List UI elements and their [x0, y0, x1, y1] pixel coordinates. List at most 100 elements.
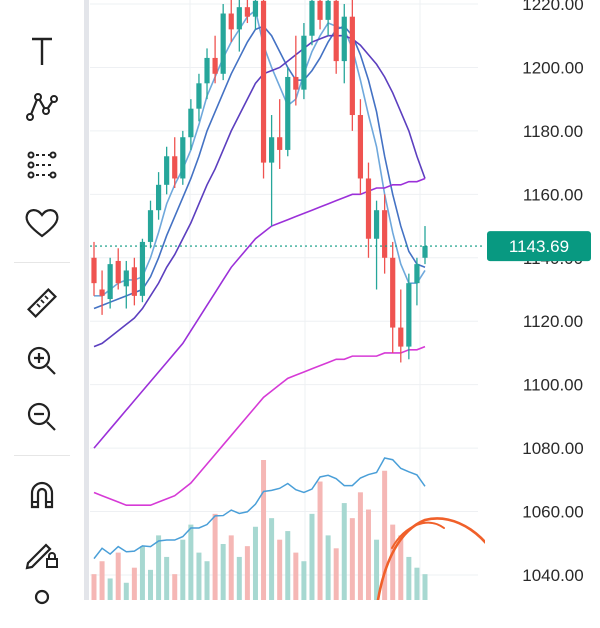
- zoom-out-icon[interactable]: [12, 392, 72, 442]
- candle-body: [91, 257, 97, 284]
- volume-bar: [309, 513, 315, 600]
- candle-body: [155, 184, 162, 211]
- volume-bar: [148, 569, 154, 600]
- candle-body: [115, 260, 121, 284]
- ruler-icon[interactable]: [12, 278, 72, 328]
- candlestick-chart[interactable]: 1220.001200.001180.001160.001140.001120.…: [0, 0, 600, 600]
- moving-average-line-3: [93, 34, 426, 348]
- volume-bar: [325, 535, 331, 600]
- volume-bar: [301, 561, 307, 600]
- price-axis-label: 1200.00: [522, 58, 583, 77]
- volume-bar: [317, 481, 323, 600]
- lock-drawing-icon[interactable]: [12, 528, 72, 578]
- candle-body: [398, 327, 404, 347]
- volume-bar: [390, 524, 396, 600]
- volume-bar: [188, 524, 194, 600]
- candle-body: [414, 264, 420, 284]
- candle-body: [236, 7, 242, 30]
- candle-body: [341, 16, 347, 62]
- volume-bar: [131, 567, 137, 600]
- candle-body: [285, 76, 291, 150]
- text-icon[interactable]: [12, 26, 72, 76]
- candle-body: [277, 137, 283, 150]
- drawing-toolbar: [0, 0, 84, 605]
- candle-body: [204, 57, 210, 84]
- volume-bar: [244, 546, 250, 600]
- candle-body: [260, 0, 267, 163]
- volume-bar: [374, 539, 380, 600]
- volume-bar: [357, 492, 363, 600]
- volume-bar: [285, 531, 291, 600]
- candle-body: [349, 16, 355, 116]
- candle-body: [172, 156, 178, 179]
- price-axis-label: 1180.00: [523, 122, 583, 141]
- pattern-icon[interactable]: [12, 140, 72, 190]
- magnet-icon[interactable]: [12, 470, 72, 520]
- current-price-tag: [487, 231, 591, 262]
- volume-bar: [406, 556, 412, 600]
- volume-bar: [422, 574, 428, 600]
- candle-body: [196, 83, 202, 109]
- volume-bar: [99, 561, 105, 600]
- candle-body: [139, 241, 146, 296]
- volume-bar: [172, 574, 178, 600]
- volume-bar: [164, 556, 170, 600]
- volume-bar: [156, 535, 162, 600]
- candle-body: [269, 137, 275, 163]
- candle-body: [164, 156, 170, 185]
- toolbar-divider: [14, 455, 70, 456]
- candle-body: [325, 0, 331, 20]
- toolbar-edge: [84, 0, 89, 600]
- toolbar-divider: [14, 262, 70, 263]
- price-axis-label: 1160.00: [523, 185, 583, 204]
- volume-bar: [91, 574, 97, 600]
- candle-body: [147, 210, 154, 242]
- price-axis-label: 1100.00: [523, 376, 583, 395]
- moving-average-line-5: [93, 345, 426, 507]
- candle-body: [220, 13, 226, 74]
- candle-body: [123, 270, 129, 287]
- freehand-drawing[interactable]: [391, 521, 445, 549]
- current-price-label: 1143.69: [509, 237, 569, 256]
- price-axis-label: 1080.00: [522, 439, 583, 458]
- volume-bar: [212, 513, 218, 600]
- volume-bar: [398, 535, 404, 600]
- candle-body: [188, 108, 194, 138]
- path-icon[interactable]: [12, 82, 72, 132]
- zoom-in-icon[interactable]: [12, 336, 72, 386]
- volume-bar: [115, 552, 121, 600]
- candle-body: [309, 0, 315, 36]
- candle-body: [373, 210, 380, 239]
- candle-body: [301, 35, 307, 90]
- volume-bar: [204, 561, 210, 600]
- volume-bar: [107, 578, 113, 600]
- volume-bar: [139, 546, 145, 600]
- candle-body: [365, 178, 372, 239]
- candle-body: [252, 0, 259, 17]
- candle-body: [422, 246, 428, 258]
- volume-bar: [341, 503, 347, 600]
- price-axis-label: 1060.00: [522, 503, 583, 522]
- candle-body: [333, 0, 339, 62]
- volume-bar: [269, 518, 275, 600]
- candle-body: [180, 137, 186, 179]
- candle-body: [317, 0, 323, 20]
- candle-body: [99, 289, 105, 296]
- volume-bar: [236, 556, 242, 600]
- candle-body: [390, 257, 396, 328]
- volume-bar: [382, 470, 388, 600]
- candle-body: [406, 283, 412, 347]
- candle-body: [212, 57, 218, 74]
- price-axis-label: 1040.00: [522, 566, 583, 585]
- price-axis-label: 1220.00: [522, 0, 583, 14]
- volume-bar: [196, 552, 202, 600]
- volume-bar: [252, 526, 258, 600]
- volume-bar: [228, 535, 234, 600]
- volume-moving-average: [93, 457, 426, 560]
- volume-bar: [261, 460, 267, 600]
- candle-body: [107, 264, 113, 300]
- moving-average-line-2: [93, 25, 426, 310]
- heart-icon[interactable]: [12, 198, 72, 248]
- candle-body: [244, 7, 250, 17]
- candle-body: [382, 210, 388, 258]
